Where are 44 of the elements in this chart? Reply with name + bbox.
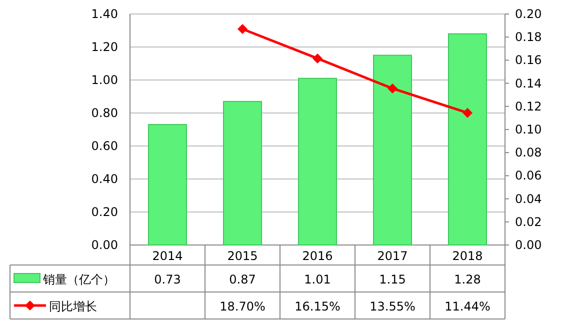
x-tick-label: 2016 (302, 249, 333, 263)
x-tick-label: 2014 (152, 249, 183, 263)
point (312, 53, 322, 64)
y-tick-label: 0.60 (91, 139, 118, 153)
y-tick-label: 1.20 (91, 40, 118, 54)
data-label: 1.01 (304, 272, 331, 286)
y2-tick-label: 0.12 (515, 99, 542, 114)
legend-label: 销量（亿个） (42, 272, 115, 286)
point (238, 24, 248, 34)
bar (148, 124, 187, 246)
y2-tick-label: 0.10 (515, 122, 542, 136)
y-tick-label: 1.40 (91, 7, 118, 21)
data-label: 1.28 (454, 272, 481, 286)
y-tick-label: 0.80 (91, 106, 118, 120)
data-label: 18.70% (220, 300, 266, 314)
point (462, 108, 472, 118)
data-label: 0.87 (229, 272, 256, 286)
data-label: 16.15% (294, 300, 340, 314)
y2-tick-label: 0.20 (515, 7, 542, 21)
bar (223, 100, 262, 246)
x-tick-label: 2015 (227, 249, 258, 263)
x-tick-label: 2017 (377, 249, 408, 263)
y2-tick-label: 0.02 (515, 214, 542, 229)
y2-tick-label: 0.00 (515, 238, 542, 252)
y-tick-label: 0.00 (91, 238, 118, 252)
data-label: 11.44% (444, 300, 490, 314)
bar (448, 33, 487, 246)
x-tick-label: 2018 (452, 249, 483, 263)
y2-tick-label: 0.04 (515, 192, 542, 206)
bar (373, 54, 412, 246)
data-label: 0.73 (154, 272, 181, 286)
data-label: 1.15 (379, 272, 406, 286)
y2-tick-label: 0.06 (515, 168, 542, 183)
bar (298, 78, 337, 246)
y2-tick-label: 0.18 (515, 30, 542, 44)
y2-tick-label: 0.16 (515, 53, 542, 68)
legend-label: 同比增长 (49, 300, 97, 314)
data-label: 13.55% (370, 300, 416, 314)
y-tick-label: 0.40 (91, 172, 118, 186)
y2-tick-label: 0.08 (515, 146, 542, 160)
y-tick-label: 1.00 (91, 73, 118, 87)
y-tick-label: 0.20 (91, 205, 118, 219)
y2-tick-label: 0.14 (515, 76, 542, 90)
point (388, 84, 398, 94)
